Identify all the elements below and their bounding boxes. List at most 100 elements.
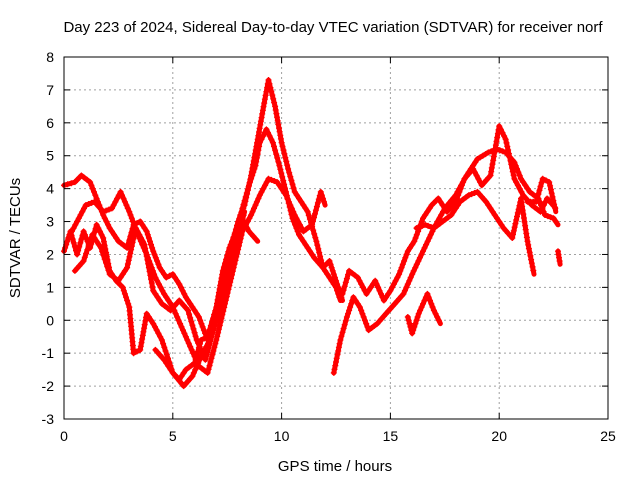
data-point-marker (296, 195, 302, 202)
data-point-marker (539, 205, 546, 212)
data-point-marker (489, 208, 496, 215)
data-point-marker (165, 297, 172, 304)
data-point-marker (222, 285, 229, 292)
data-point-marker (87, 179, 94, 186)
data-point-marker (414, 314, 421, 320)
data-point-marker (488, 164, 495, 171)
data-point-marker (161, 271, 168, 278)
data-point-marker (185, 340, 192, 347)
series-track-8-markers (404, 290, 442, 337)
data-point-marker (315, 245, 322, 252)
data-point-marker (405, 317, 412, 324)
data-point-marker (284, 195, 291, 202)
data-point-marker (342, 317, 349, 324)
data-point-marker (145, 314, 152, 320)
data-point-marker (195, 360, 202, 367)
data-series (61, 77, 563, 390)
data-point-marker (276, 162, 283, 169)
data-point-marker (145, 235, 152, 241)
data-point-marker (88, 182, 95, 189)
data-point-marker (256, 125, 263, 132)
data-point-marker (418, 304, 425, 311)
data-point-marker (327, 261, 334, 268)
data-point-marker (525, 245, 532, 252)
data-point-marker (206, 362, 213, 369)
data-point-marker (218, 299, 225, 306)
data-point-marker (300, 202, 307, 209)
data-point-marker (326, 258, 333, 264)
data-point-marker (167, 300, 174, 307)
data-point-marker (352, 297, 359, 304)
data-point-marker (256, 192, 263, 199)
data-point-marker (255, 195, 262, 202)
data-point-marker (283, 158, 290, 165)
data-point-marker (249, 208, 256, 215)
data-point-marker (518, 188, 525, 195)
data-point-marker (288, 205, 295, 212)
data-point-marker (74, 218, 81, 225)
data-point-marker (420, 248, 426, 255)
data-point-marker (139, 221, 146, 228)
data-point-marker (412, 235, 419, 241)
data-point-marker (104, 263, 111, 270)
data-point-marker (242, 193, 249, 200)
data-point-marker (542, 198, 549, 205)
data-point-marker (418, 251, 425, 258)
data-point-marker (121, 198, 128, 205)
data-point-marker (509, 168, 516, 175)
y-axis-label: SDTVAR / TECUs (7, 178, 24, 298)
data-point-marker (189, 304, 196, 311)
data-point-marker (356, 277, 363, 284)
data-point-marker (324, 271, 331, 278)
data-point-marker (148, 280, 155, 286)
data-point-marker (175, 317, 182, 324)
data-point-marker (295, 218, 302, 225)
data-point-marker (132, 225, 139, 232)
data-point-marker (260, 133, 267, 139)
data-point-marker (313, 203, 320, 210)
data-point-marker (69, 236, 76, 243)
data-point-marker (201, 335, 208, 342)
data-point-marker (278, 139, 285, 146)
data-point-marker (101, 256, 108, 263)
data-point-marker (75, 247, 82, 254)
data-point-marker (510, 227, 517, 234)
data-point-marker (309, 251, 316, 258)
data-point-marker (306, 248, 313, 255)
data-point-marker (121, 290, 128, 297)
data-point-marker (158, 267, 165, 274)
data-point-marker (284, 162, 291, 169)
data-point-marker (190, 369, 197, 376)
data-point-marker (415, 258, 422, 264)
data-point-marker (211, 322, 218, 328)
data-point-marker (551, 201, 558, 208)
data-point-marker (180, 369, 187, 376)
data-point-marker (546, 179, 553, 186)
data-point-marker (298, 225, 305, 232)
data-point-marker (416, 254, 423, 261)
data-point-marker (404, 281, 411, 288)
data-point-marker (143, 310, 150, 317)
data-point-marker (140, 328, 147, 335)
data-point-marker (215, 310, 222, 317)
data-point-marker (217, 303, 224, 310)
data-point-marker (203, 343, 210, 350)
data-point-marker (387, 287, 394, 294)
data-point-marker (117, 188, 124, 195)
data-point-marker (215, 326, 222, 333)
data-point-marker (148, 241, 154, 248)
data-point-marker (165, 363, 172, 370)
data-point-marker (335, 348, 342, 354)
data-point-marker (434, 314, 441, 320)
data-point-marker (77, 239, 84, 246)
data-point-marker (293, 215, 300, 222)
data-point-marker (423, 241, 430, 248)
data-point-marker (85, 243, 92, 249)
data-point-marker (311, 230, 318, 237)
series-track-9-markers (413, 188, 537, 274)
data-point-marker (176, 281, 183, 288)
data-point-marker (438, 212, 445, 218)
data-point-marker (92, 192, 99, 199)
data-point-marker (458, 182, 465, 189)
data-point-marker (266, 80, 273, 87)
